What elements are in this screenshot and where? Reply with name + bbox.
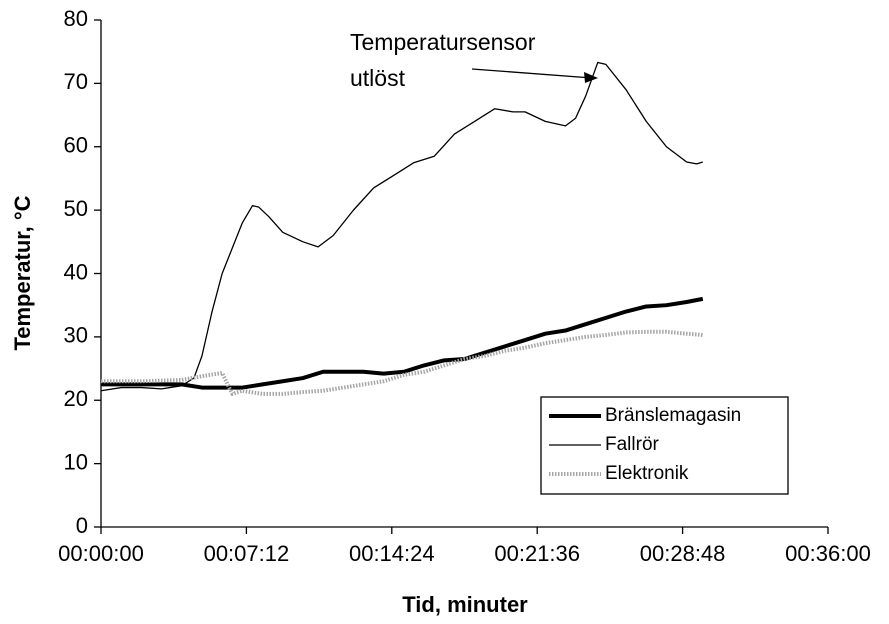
y-tick-label: 40 <box>64 259 88 284</box>
x-tick-label: 00:07:12 <box>204 541 290 566</box>
x-axis-title: Tid, minuter <box>402 592 528 617</box>
series-line <box>100 61 703 392</box>
y-axis-title: Temperatur, °C <box>10 195 35 350</box>
x-tick-label: 00:21:36 <box>494 541 580 566</box>
annotation: Temperatursensor <box>350 29 536 55</box>
series-line <box>101 329 703 396</box>
y-tick-label: 80 <box>64 6 88 31</box>
x-tick-label: 00:00:00 <box>58 541 144 566</box>
y-tick-label: 0 <box>76 513 88 538</box>
annotation-arrowhead <box>584 72 598 83</box>
y-tick-label: 70 <box>64 69 88 94</box>
legend-label: Fallrör <box>605 434 660 455</box>
x-tick-label: 00:28:48 <box>640 541 726 566</box>
legend-box <box>540 396 789 495</box>
x-tick-label: 00:14:24 <box>349 541 435 566</box>
y-tick-label: 20 <box>64 386 88 411</box>
y-tick-label: 10 <box>64 449 88 474</box>
y-tick-label: 60 <box>64 133 88 158</box>
y-tick-label: 50 <box>64 196 88 221</box>
annotation-arrow <box>471 68 593 79</box>
x-tick-label: 00:36:00 <box>785 541 871 566</box>
legend-label: Elektronik <box>605 463 689 484</box>
legend-label: Bränslemagasin <box>605 405 741 426</box>
y-tick-label: 30 <box>64 323 88 348</box>
series-line <box>101 296 704 390</box>
annotation: utlöst <box>350 65 406 91</box>
